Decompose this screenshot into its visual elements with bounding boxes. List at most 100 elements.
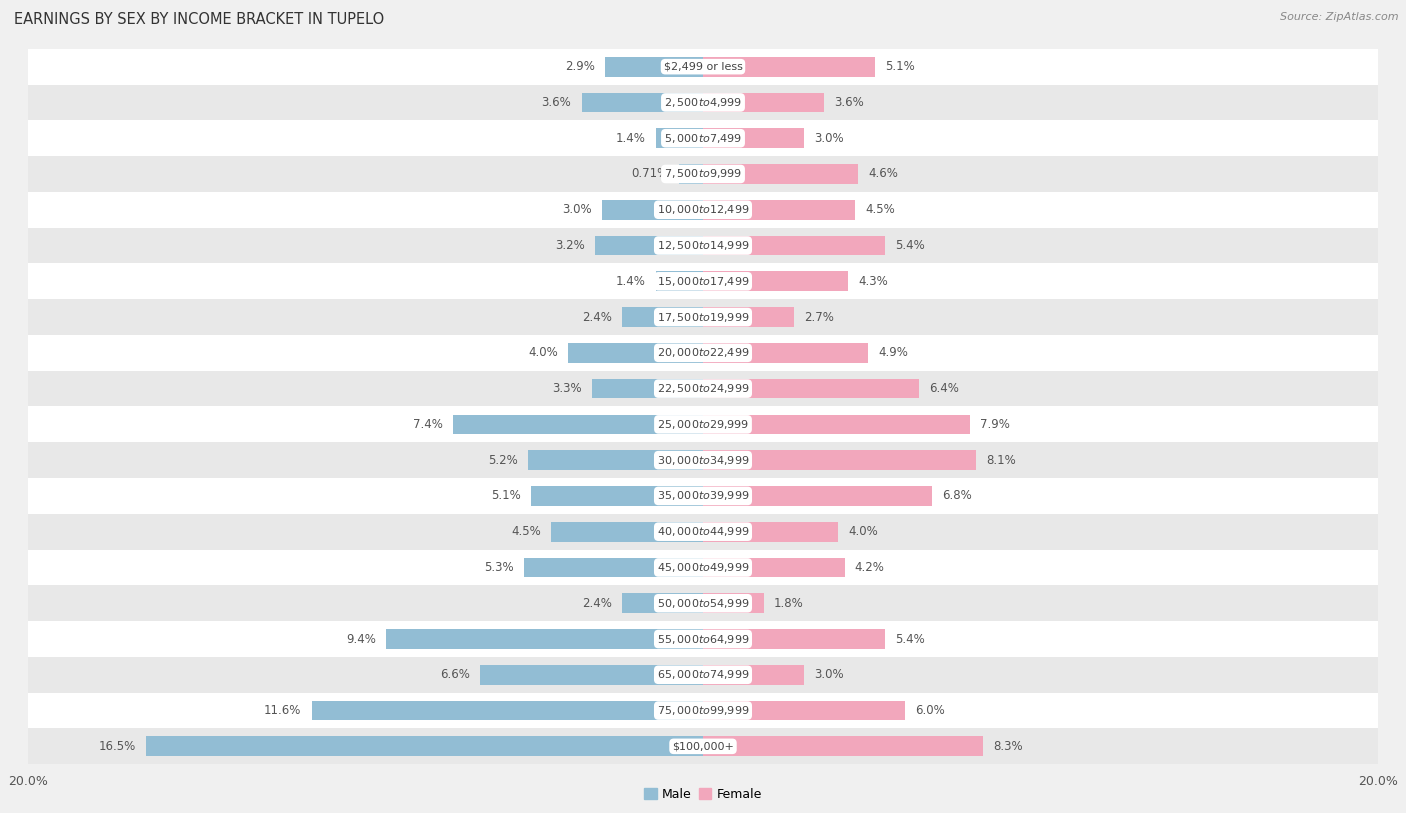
Bar	[312, 701, 703, 720]
Text: $5,000 to $7,499: $5,000 to $7,499	[664, 132, 742, 145]
Bar	[703, 343, 869, 363]
Text: $45,000 to $49,999: $45,000 to $49,999	[657, 561, 749, 574]
Text: 3.3%: 3.3%	[553, 382, 582, 395]
Text: 5.1%: 5.1%	[491, 489, 520, 502]
Bar	[703, 236, 886, 255]
Bar	[703, 415, 970, 434]
Text: 6.0%: 6.0%	[915, 704, 945, 717]
Bar	[531, 486, 703, 506]
Bar	[595, 236, 703, 255]
Bar	[28, 120, 1378, 156]
Text: 16.5%: 16.5%	[98, 740, 136, 753]
Text: $10,000 to $12,499: $10,000 to $12,499	[657, 203, 749, 216]
Bar	[524, 558, 703, 577]
Bar	[28, 228, 1378, 263]
Bar	[28, 728, 1378, 764]
Bar	[655, 128, 703, 148]
Text: 6.8%: 6.8%	[942, 489, 973, 502]
Text: 1.4%: 1.4%	[616, 275, 645, 288]
Bar	[703, 200, 855, 220]
Bar	[28, 550, 1378, 585]
Text: 3.0%: 3.0%	[562, 203, 592, 216]
Bar	[146, 737, 703, 756]
Bar	[703, 57, 875, 76]
Bar	[703, 701, 905, 720]
Text: 2.4%: 2.4%	[582, 597, 612, 610]
Bar	[621, 307, 703, 327]
Bar	[28, 85, 1378, 120]
Text: 2.4%: 2.4%	[582, 311, 612, 324]
Bar	[453, 415, 703, 434]
Text: 4.5%: 4.5%	[512, 525, 541, 538]
Text: 6.6%: 6.6%	[440, 668, 470, 681]
Bar	[568, 343, 703, 363]
Text: 3.0%: 3.0%	[814, 132, 844, 145]
Bar	[527, 450, 703, 470]
Bar	[551, 522, 703, 541]
Bar	[703, 665, 804, 685]
Bar	[385, 629, 703, 649]
Text: 5.1%: 5.1%	[886, 60, 915, 73]
Text: 7.4%: 7.4%	[413, 418, 443, 431]
Text: 4.9%: 4.9%	[879, 346, 908, 359]
Text: 5.2%: 5.2%	[488, 454, 517, 467]
Bar	[703, 93, 824, 112]
Text: 4.3%: 4.3%	[858, 275, 889, 288]
Bar	[28, 263, 1378, 299]
Text: 8.1%: 8.1%	[987, 454, 1017, 467]
Text: $100,000+: $100,000+	[672, 741, 734, 751]
Bar	[703, 272, 848, 291]
Text: Source: ZipAtlas.com: Source: ZipAtlas.com	[1281, 12, 1399, 22]
Text: 5.4%: 5.4%	[896, 633, 925, 646]
Text: 6.4%: 6.4%	[929, 382, 959, 395]
Text: 2.9%: 2.9%	[565, 60, 595, 73]
Text: $65,000 to $74,999: $65,000 to $74,999	[657, 668, 749, 681]
Text: 4.0%: 4.0%	[848, 525, 877, 538]
Text: 1.4%: 1.4%	[616, 132, 645, 145]
Bar	[621, 593, 703, 613]
Text: $17,500 to $19,999: $17,500 to $19,999	[657, 311, 749, 324]
Text: 1.8%: 1.8%	[773, 597, 804, 610]
Text: 0.71%: 0.71%	[631, 167, 669, 180]
Bar	[28, 406, 1378, 442]
Bar	[28, 192, 1378, 228]
Text: $55,000 to $64,999: $55,000 to $64,999	[657, 633, 749, 646]
Bar	[28, 442, 1378, 478]
Bar	[703, 307, 794, 327]
Bar	[481, 665, 703, 685]
Bar	[703, 737, 983, 756]
Text: 3.6%: 3.6%	[835, 96, 865, 109]
Bar	[28, 621, 1378, 657]
Bar	[28, 335, 1378, 371]
Bar	[28, 299, 1378, 335]
Bar	[28, 371, 1378, 406]
Text: 8.3%: 8.3%	[993, 740, 1022, 753]
Text: 3.6%: 3.6%	[541, 96, 571, 109]
Text: $35,000 to $39,999: $35,000 to $39,999	[657, 489, 749, 502]
Bar	[582, 93, 703, 112]
Bar	[703, 164, 858, 184]
Bar	[703, 128, 804, 148]
Text: $12,500 to $14,999: $12,500 to $14,999	[657, 239, 749, 252]
Bar	[655, 272, 703, 291]
Text: 2.7%: 2.7%	[804, 311, 834, 324]
Text: $2,500 to $4,999: $2,500 to $4,999	[664, 96, 742, 109]
Bar	[703, 486, 932, 506]
Text: $22,500 to $24,999: $22,500 to $24,999	[657, 382, 749, 395]
Bar	[28, 156, 1378, 192]
Text: 7.9%: 7.9%	[980, 418, 1010, 431]
Text: 4.5%: 4.5%	[865, 203, 894, 216]
Legend: Male, Female: Male, Female	[644, 788, 762, 801]
Text: $7,500 to $9,999: $7,500 to $9,999	[664, 167, 742, 180]
Text: 5.4%: 5.4%	[896, 239, 925, 252]
Text: $40,000 to $44,999: $40,000 to $44,999	[657, 525, 749, 538]
Bar	[28, 657, 1378, 693]
Bar	[703, 450, 976, 470]
Text: $25,000 to $29,999: $25,000 to $29,999	[657, 418, 749, 431]
Text: 4.0%: 4.0%	[529, 346, 558, 359]
Bar	[28, 585, 1378, 621]
Text: EARNINGS BY SEX BY INCOME BRACKET IN TUPELO: EARNINGS BY SEX BY INCOME BRACKET IN TUP…	[14, 12, 384, 27]
Text: $2,499 or less: $2,499 or less	[664, 62, 742, 72]
Text: 11.6%: 11.6%	[264, 704, 301, 717]
Bar	[679, 164, 703, 184]
